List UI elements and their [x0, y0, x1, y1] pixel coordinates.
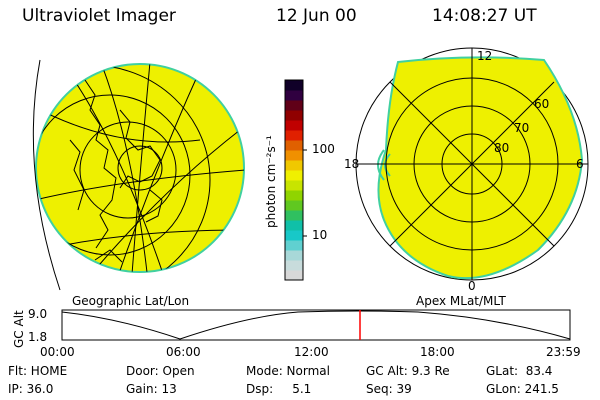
colorbar-swatch	[285, 120, 303, 131]
geographic-map	[32, 59, 245, 291]
colorbar-swatch	[285, 200, 303, 211]
polar-arc-edge	[377, 149, 391, 181]
gc-alt-field: GC Alt: 9.3 Re	[366, 364, 450, 378]
colorbar-swatch	[285, 230, 303, 241]
door-field: Door: Open	[126, 364, 195, 378]
mode-field: Mode: Normal	[246, 364, 330, 378]
colorbar-swatch	[285, 250, 303, 261]
colorbar-swatch	[285, 80, 303, 91]
lat-label-70: 70	[514, 121, 529, 135]
colorbar-tick-label-100: 100	[312, 142, 335, 156]
polar-map: 12 18 6 0 60 70 80	[344, 47, 589, 293]
colorbar-swatch	[285, 130, 303, 141]
lat-label-80: 80	[494, 141, 509, 155]
flt-field: Flt: HOME	[8, 364, 68, 378]
colorbar-frame	[284, 79, 304, 281]
gain-field: Gain: 13	[126, 382, 177, 396]
colorbar-swatch	[285, 150, 303, 161]
seq-field: Seq: 39	[366, 382, 412, 396]
colorbar-swatch	[285, 160, 303, 171]
colorbar-swatch	[285, 110, 303, 121]
alt-xtick-0600: 06:00	[166, 345, 201, 359]
colorbar-unit-label: photon cm⁻²s⁻¹	[264, 135, 278, 228]
alt-ytick-9: 9.0	[28, 307, 48, 321]
mlt-label-12: 12	[477, 49, 492, 63]
alt-plot	[61, 309, 571, 341]
polar-map-label: Apex MLat/MLT	[416, 294, 506, 308]
colorbar-swatch	[285, 140, 303, 151]
colorbar-swatch	[285, 190, 303, 201]
app-title: Ultraviolet Imager	[22, 6, 176, 26]
alt-axis-label: GC Alt	[12, 310, 26, 348]
mlt-label-6: 6	[576, 157, 584, 171]
colorbar-swatch	[285, 260, 303, 271]
alt-xtick-1200: 12:00	[294, 345, 329, 359]
colorbar-swatch	[285, 220, 303, 231]
alt-plot-frame	[61, 309, 571, 341]
colorbar-swatch	[285, 210, 303, 221]
geographic-map-disk	[35, 63, 245, 273]
glon-field: GLon: 241.5	[486, 382, 559, 396]
lat-label-60: 60	[534, 97, 549, 111]
glat-field: GLat: 83.4	[486, 364, 553, 378]
mlt-label-18: 18	[344, 157, 359, 171]
polar-grid	[356, 48, 588, 280]
geographic-label: Geographic Lat/Lon	[72, 294, 190, 308]
colorbar-tick-label-10: 10	[312, 228, 328, 242]
colorbar-swatches	[285, 80, 303, 281]
alt-xtick-2359: 23:59	[546, 345, 581, 359]
time-label: 14:08:27 UT	[432, 6, 537, 26]
alt-curve	[61, 310, 571, 340]
dsp-field: Dsp: 5.1	[246, 382, 312, 396]
date-label: 12 Jun 00	[276, 6, 357, 26]
ip-field: IP: 36.0	[8, 382, 54, 396]
alt-xtick-0000: 00:00	[40, 345, 75, 359]
colorbar-swatch	[285, 100, 303, 111]
alt-ytick-1.8: 1.8	[28, 330, 48, 344]
colorbar-swatch	[285, 240, 303, 251]
mlt-label-0: 0	[468, 279, 476, 293]
colorbar-swatch	[285, 180, 303, 191]
colorbar-swatch	[285, 170, 303, 181]
colorbar-swatch	[285, 90, 303, 101]
colorbar	[284, 79, 307, 281]
alt-xtick-1800: 18:00	[420, 345, 455, 359]
coastline	[69, 79, 163, 263]
colorbar-swatch	[285, 270, 303, 281]
